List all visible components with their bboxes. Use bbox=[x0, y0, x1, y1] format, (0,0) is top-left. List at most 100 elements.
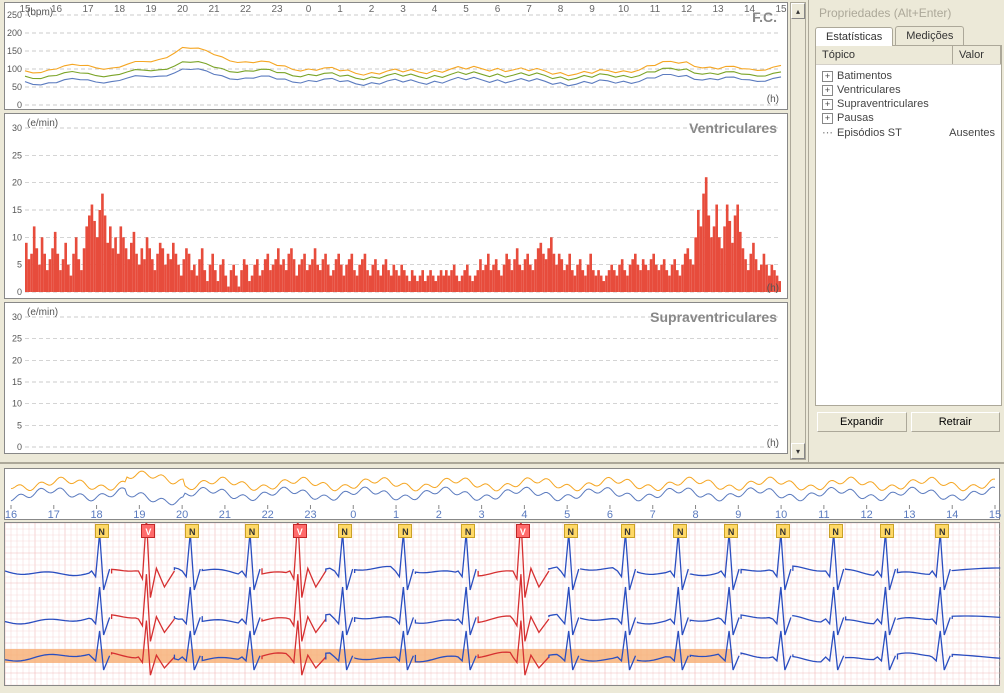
properties-title: Propriedades (Alt+Enter) bbox=[815, 4, 1002, 22]
chart-supra-svg: 051015202530 bbox=[5, 303, 791, 453]
svg-text:17: 17 bbox=[82, 4, 94, 15]
beat-label-N[interactable]: N bbox=[621, 524, 635, 538]
beat-label-N[interactable]: N bbox=[398, 524, 412, 538]
svg-text:4: 4 bbox=[432, 4, 438, 15]
svg-text:20: 20 bbox=[12, 355, 22, 365]
chart-ventr-unit: (e/min) bbox=[27, 118, 58, 129]
svg-text:22: 22 bbox=[240, 4, 252, 15]
svg-text:20: 20 bbox=[177, 4, 189, 15]
svg-text:5: 5 bbox=[17, 260, 22, 270]
beat-label-N[interactable]: N bbox=[880, 524, 894, 538]
svg-text:9: 9 bbox=[589, 4, 595, 15]
svg-text:10: 10 bbox=[12, 399, 22, 409]
svg-text:0: 0 bbox=[17, 442, 22, 452]
beat-label-V[interactable]: V bbox=[293, 524, 307, 538]
tab-measurements[interactable]: Medições bbox=[895, 26, 964, 45]
svg-text:12: 12 bbox=[861, 509, 873, 519]
tree-area: Tópico Valor +Batimentos+Ventriculares+S… bbox=[815, 46, 1002, 406]
expand-button[interactable]: Expandir bbox=[817, 412, 907, 432]
svg-text:21: 21 bbox=[219, 509, 231, 519]
svg-text:6: 6 bbox=[495, 4, 501, 15]
svg-text:250: 250 bbox=[7, 10, 22, 20]
svg-text:17: 17 bbox=[48, 509, 60, 519]
svg-text:15: 15 bbox=[775, 4, 787, 15]
ecg-strip[interactable]: NVNNVNNNVNNNNNNNN bbox=[4, 522, 1000, 686]
chart-ventr-svg: 051015202530 bbox=[5, 114, 791, 298]
ecg-svg bbox=[5, 523, 1001, 685]
svg-text:7: 7 bbox=[526, 4, 532, 15]
svg-text:9: 9 bbox=[735, 509, 741, 519]
beat-label-N[interactable]: N bbox=[935, 524, 949, 538]
svg-text:30: 30 bbox=[12, 123, 22, 133]
svg-text:1: 1 bbox=[393, 509, 399, 519]
sidebar-buttons: Expandir Retrair bbox=[815, 406, 1002, 438]
svg-text:30: 30 bbox=[12, 312, 22, 322]
beat-label-N[interactable]: N bbox=[776, 524, 790, 538]
sidebar-tabs: Estatísticas Medições bbox=[815, 26, 1002, 46]
vertical-scrollbar[interactable]: ▴ ▾ bbox=[790, 2, 806, 460]
svg-text:0: 0 bbox=[17, 100, 22, 109]
chart-supra-unit: (e/min) bbox=[27, 307, 58, 318]
tree-item[interactable]: +Ventriculares bbox=[820, 83, 997, 97]
svg-text:3: 3 bbox=[400, 4, 406, 15]
tree-body: +Batimentos+Ventriculares+Supraventricul… bbox=[816, 65, 1001, 144]
chart-supra-hunit: (h) bbox=[767, 438, 779, 449]
expand-icon[interactable]: + bbox=[822, 71, 833, 82]
svg-text:25: 25 bbox=[12, 334, 22, 344]
svg-text:5: 5 bbox=[564, 509, 570, 519]
beat-label-N[interactable]: N bbox=[461, 524, 475, 538]
scroll-down-arrow[interactable]: ▾ bbox=[791, 443, 805, 459]
svg-text:6: 6 bbox=[607, 509, 613, 519]
beat-label-N[interactable]: N bbox=[245, 524, 259, 538]
svg-text:13: 13 bbox=[903, 509, 915, 519]
svg-text:18: 18 bbox=[114, 4, 126, 15]
beat-label-N[interactable]: N bbox=[95, 524, 109, 538]
collapse-button[interactable]: Retrair bbox=[911, 412, 1001, 432]
svg-text:25: 25 bbox=[12, 150, 22, 160]
beat-label-V[interactable]: V bbox=[516, 524, 530, 538]
beat-label-N[interactable]: N bbox=[338, 524, 352, 538]
svg-text:20: 20 bbox=[12, 178, 22, 188]
expand-icon[interactable]: + bbox=[822, 113, 833, 124]
svg-text:13: 13 bbox=[712, 4, 724, 15]
beat-label-N[interactable]: N bbox=[829, 524, 843, 538]
tree-item[interactable]: +Batimentos bbox=[820, 69, 997, 83]
svg-text:20: 20 bbox=[176, 509, 188, 519]
col-value[interactable]: Valor bbox=[953, 46, 1001, 64]
overview-strip[interactable]: 16171819202122230123456789101112131415 bbox=[4, 468, 1000, 520]
beat-label-N[interactable]: N bbox=[673, 524, 687, 538]
overview-svg: 16171819202122230123456789101112131415 bbox=[5, 469, 1001, 519]
beat-label-N[interactable]: N bbox=[564, 524, 578, 538]
chart-supra-title: Supraventriculares bbox=[650, 309, 777, 325]
expand-icon[interactable]: + bbox=[822, 99, 833, 110]
svg-text:11: 11 bbox=[650, 4, 661, 15]
chart-fc-svg: 1516171819202122230123456789101112131415… bbox=[5, 3, 791, 109]
svg-text:10: 10 bbox=[12, 232, 22, 242]
beat-label-V[interactable]: V bbox=[141, 524, 155, 538]
svg-text:21: 21 bbox=[208, 4, 220, 15]
svg-text:5: 5 bbox=[463, 4, 469, 15]
svg-text:12: 12 bbox=[681, 4, 693, 15]
chart-ventr: Ventriculares (e/min) (h) 051015202530 bbox=[4, 113, 788, 299]
svg-text:19: 19 bbox=[145, 4, 157, 15]
beat-label-N[interactable]: N bbox=[185, 524, 199, 538]
svg-text:23: 23 bbox=[271, 4, 283, 15]
col-topic[interactable]: Tópico bbox=[816, 46, 953, 64]
tree-header: Tópico Valor bbox=[816, 46, 1001, 65]
scroll-up-arrow[interactable]: ▴ bbox=[791, 3, 805, 19]
tab-statistics[interactable]: Estatísticas bbox=[815, 27, 893, 46]
svg-text:16: 16 bbox=[5, 509, 17, 519]
svg-text:0: 0 bbox=[306, 4, 312, 15]
svg-text:4: 4 bbox=[521, 509, 527, 519]
svg-text:50: 50 bbox=[12, 82, 22, 92]
tree-item[interactable]: +Pausas bbox=[820, 111, 997, 125]
tree-item[interactable]: +Supraventriculares bbox=[820, 97, 997, 111]
svg-text:18: 18 bbox=[90, 509, 102, 519]
beat-label-N[interactable]: N bbox=[724, 524, 738, 538]
expand-icon[interactable]: + bbox=[822, 85, 833, 96]
svg-text:10: 10 bbox=[775, 509, 787, 519]
svg-text:200: 200 bbox=[7, 28, 22, 38]
svg-text:7: 7 bbox=[650, 509, 656, 519]
svg-text:5: 5 bbox=[17, 420, 22, 430]
tree-item[interactable]: ⋯Episódios STAusentes bbox=[820, 125, 997, 140]
